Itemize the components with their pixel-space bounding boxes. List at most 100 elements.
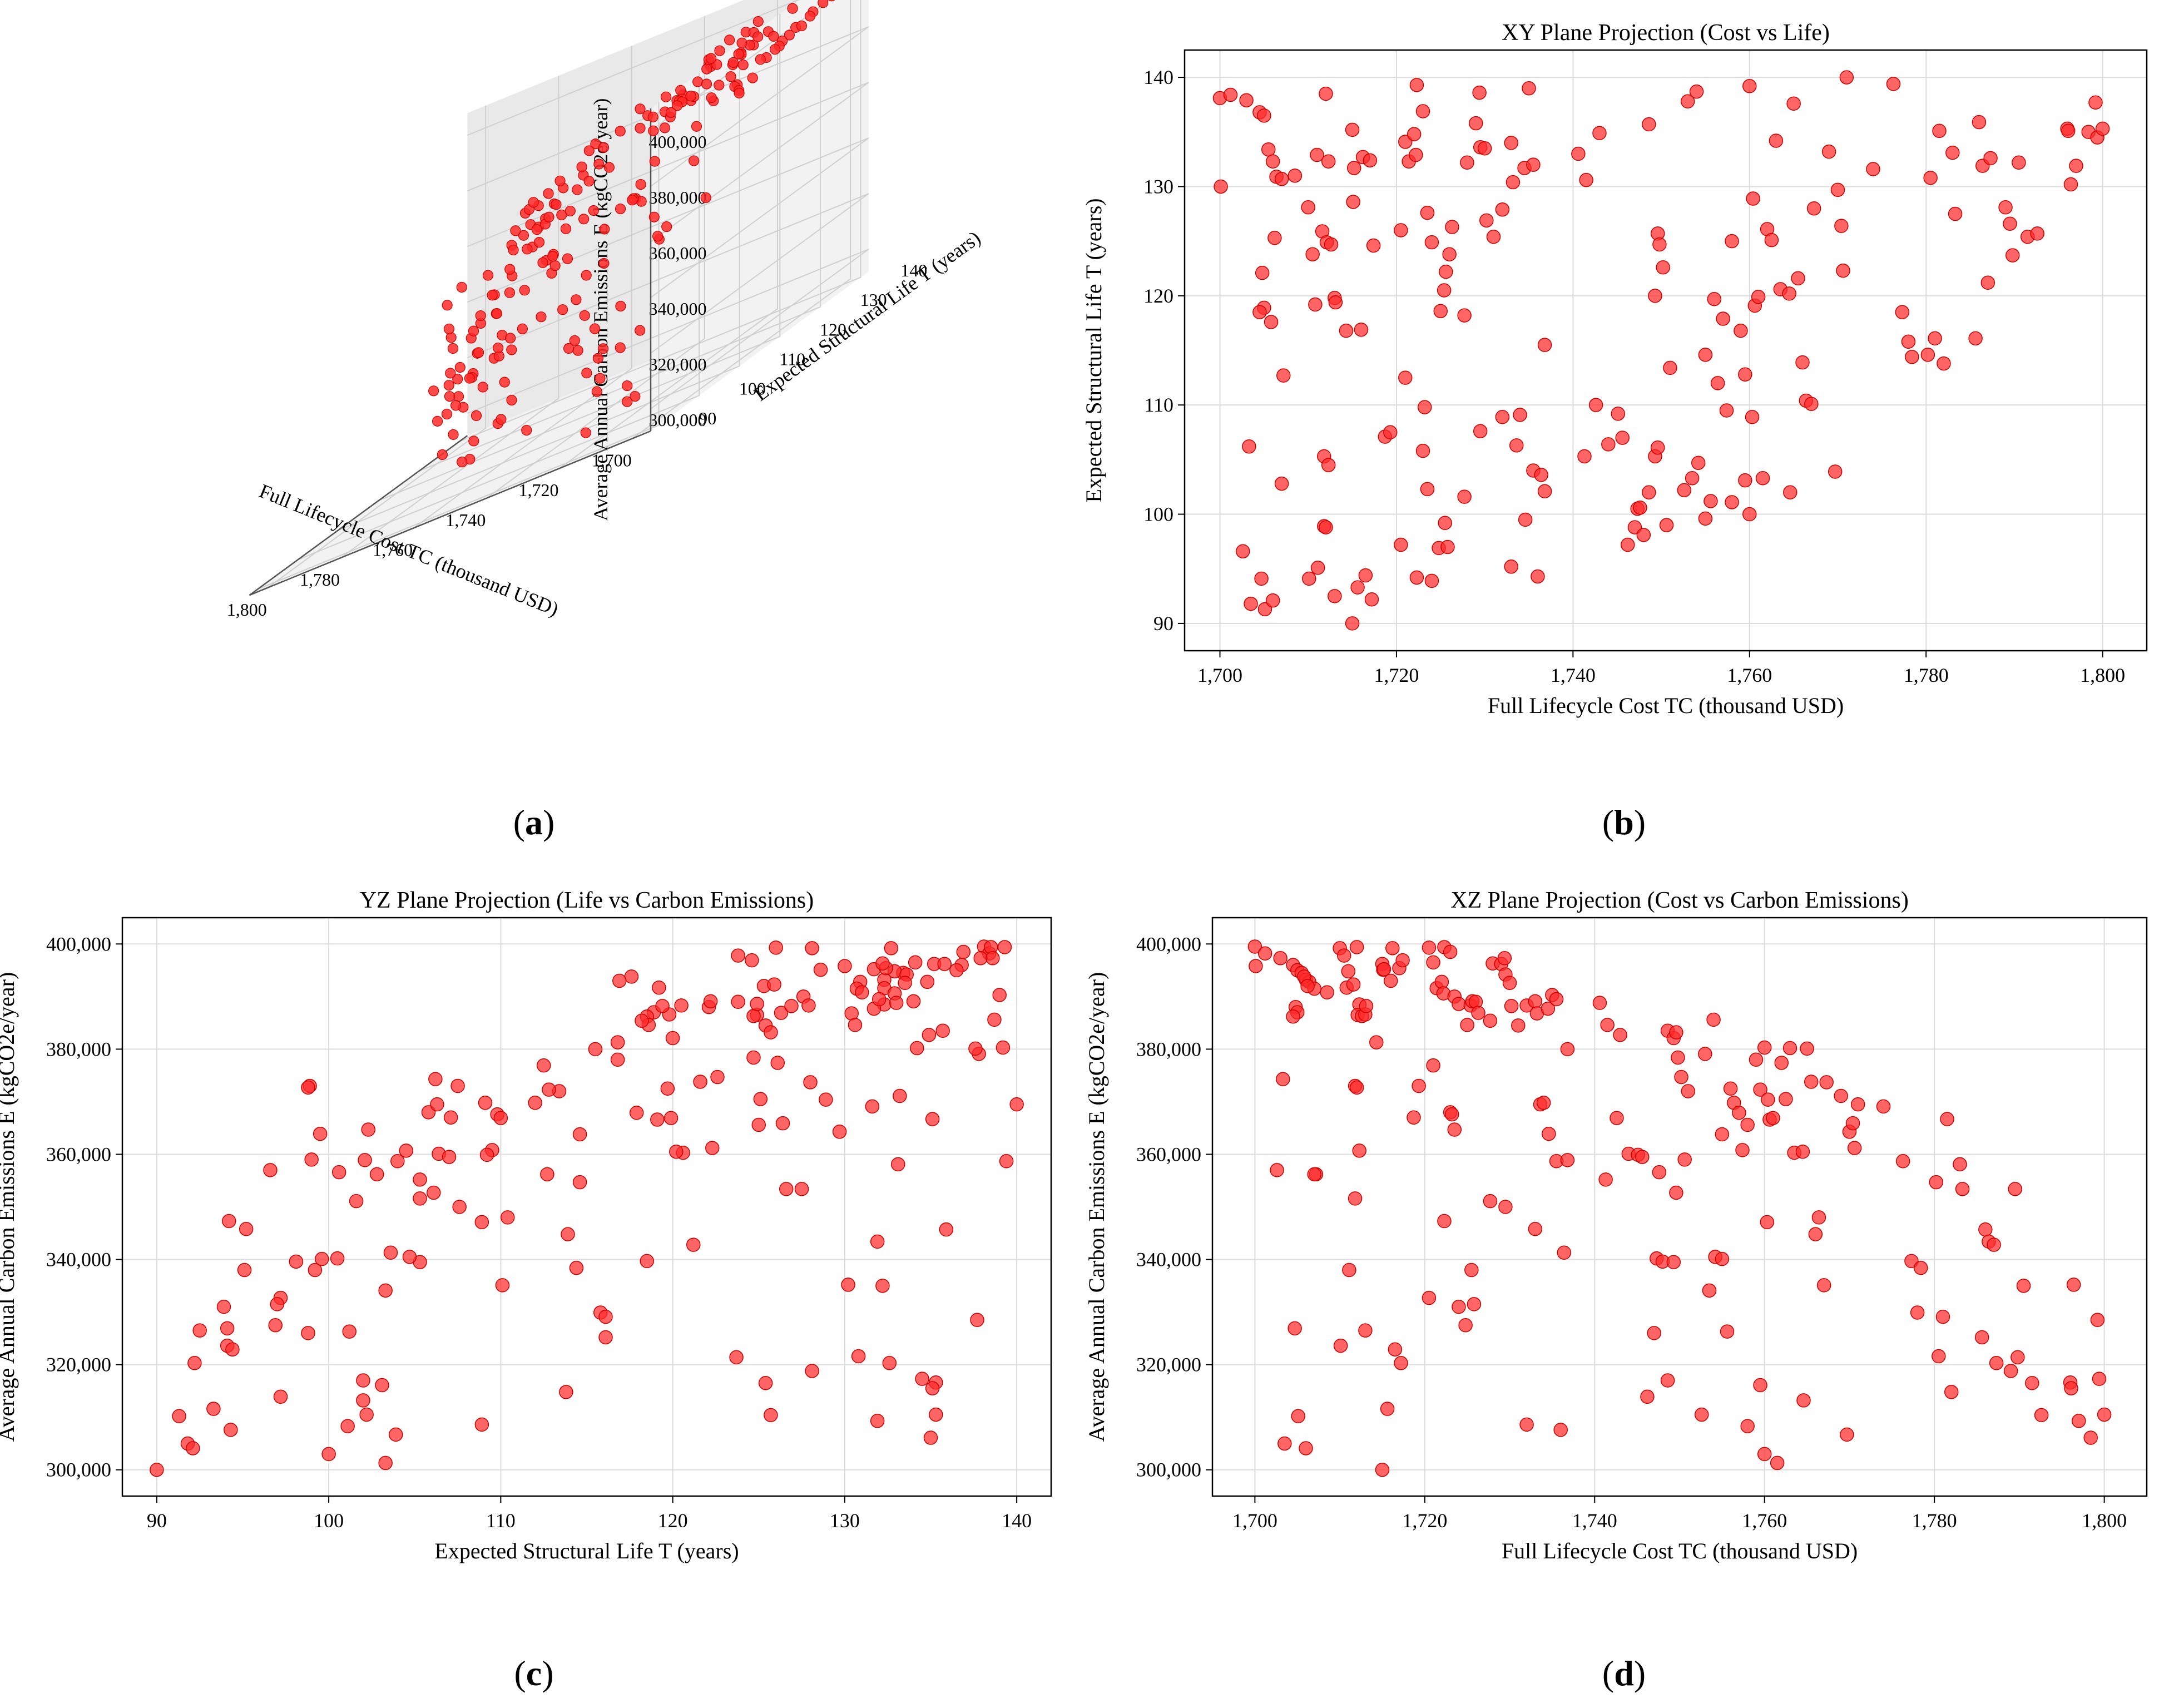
data-point-a	[428, 385, 439, 397]
data-point-b	[1642, 485, 1656, 500]
data-point-b	[1509, 438, 1524, 453]
data-point-c	[794, 1182, 809, 1196]
data-point-a	[727, 57, 739, 68]
data-point-d	[1652, 1165, 1667, 1180]
data-point-d	[2083, 1430, 2098, 1445]
data-point-a	[592, 353, 604, 364]
data-point-a	[598, 258, 610, 269]
data-point-b	[1738, 367, 1752, 382]
y-tick-label-c: 300,000	[46, 1459, 111, 1481]
data-point-d	[1669, 1185, 1683, 1200]
data-point-c	[949, 963, 964, 978]
data-point-c	[663, 1111, 679, 1125]
data-point-c	[801, 998, 816, 1013]
data-point-b	[1319, 520, 1333, 534]
data-point-b	[1254, 571, 1269, 586]
data-point-b	[1751, 290, 1766, 304]
data-point-d	[2066, 1278, 2081, 1292]
data-point-a	[506, 344, 517, 355]
data-point-a	[796, 20, 808, 32]
data-point-b	[1650, 440, 1665, 455]
data-point-d	[1720, 1324, 1735, 1339]
data-point-c	[221, 1214, 236, 1229]
data-point-d	[1541, 1001, 1556, 1016]
data-point-d	[1358, 1323, 1373, 1338]
data-point-b	[1680, 94, 1695, 109]
data-point-a	[589, 323, 601, 334]
y-axis-label-c: Average Annual Carbon Emissions E (kgCO2…	[0, 972, 19, 1442]
data-point-b	[1745, 410, 1760, 424]
data-point-d	[1660, 1373, 1675, 1388]
data-point-b	[2012, 155, 2026, 170]
data-point-c	[996, 1040, 1011, 1055]
y-tick-label-b: 90	[1153, 612, 1173, 635]
data-point-c	[172, 1409, 186, 1424]
data-point-a	[537, 257, 548, 268]
data-point-d	[1359, 999, 1374, 1013]
y-tick-label-c: 380,000	[46, 1038, 111, 1060]
data-point-d	[1383, 973, 1398, 988]
data-point-d	[1816, 1278, 1831, 1293]
data-point-a	[579, 310, 590, 321]
data-point-c	[413, 1172, 427, 1187]
data-point-b	[1920, 348, 1935, 362]
caption-a: (a)	[513, 803, 555, 842]
data-point-b	[1998, 200, 2013, 215]
data-point-d	[1592, 996, 1607, 1010]
data-point-a	[543, 211, 554, 222]
data-point-b	[1239, 93, 1254, 108]
x-axis-label-d: Full Lifecycle Cost TC (thousand USD)	[1502, 1538, 1858, 1563]
data-point-d	[1349, 1080, 1364, 1095]
data-point-b	[2063, 177, 2078, 192]
data-point-c	[767, 977, 781, 992]
data-point-d	[1291, 1409, 1306, 1424]
data-point-a	[531, 224, 543, 235]
data-point-c	[478, 1096, 493, 1110]
data-point-c	[588, 1042, 603, 1057]
data-point-a	[572, 184, 583, 195]
data-point-a	[635, 122, 646, 134]
data-point-c	[624, 969, 639, 984]
y-tick-label-a: 100	[739, 379, 766, 399]
plot-frame-b	[1183, 49, 2148, 652]
data-point-c	[871, 992, 887, 1007]
data-point-a	[737, 60, 749, 71]
data-point-b	[1698, 511, 1713, 526]
data-point-c	[528, 1096, 542, 1110]
data-point-d	[2003, 1364, 2018, 1378]
data-point-d	[1557, 1245, 1572, 1260]
data-point-d	[1549, 992, 1564, 1007]
data-point-a	[671, 100, 683, 111]
data-point-b	[1636, 528, 1651, 542]
data-point-b	[1945, 145, 1960, 160]
data-point-a	[510, 225, 521, 236]
data-point-d	[1635, 1150, 1650, 1164]
data-point-d	[1247, 939, 1262, 954]
data-point-c	[598, 1309, 613, 1324]
data-point-c	[705, 1141, 720, 1155]
data-point-d	[1443, 944, 1458, 959]
data-point-a	[521, 424, 532, 436]
data-point-b	[1648, 289, 1662, 303]
data-point-c	[388, 1427, 403, 1442]
data-point-b	[1479, 213, 1494, 228]
data-point-a	[714, 80, 725, 91]
y-tick-label-b: 100	[1143, 503, 1173, 526]
data-point-d	[1847, 1141, 1862, 1155]
data-point-d	[1677, 1152, 1692, 1167]
data-point-c	[669, 1144, 684, 1159]
data-point-b	[1928, 331, 1942, 346]
grid-3d-z	[467, 82, 869, 247]
data-point-d	[1694, 1407, 1709, 1422]
data-point-c	[729, 1350, 744, 1365]
data-point-d	[2092, 1372, 2107, 1386]
data-point-c	[301, 1080, 315, 1095]
data-point-b	[1473, 424, 1488, 439]
data-point-c	[779, 1182, 794, 1196]
x-tick-label-b: 1,800	[2080, 664, 2125, 686]
data-point-b	[1972, 115, 1987, 130]
panel-c-yz-projection: YZ Plane Projection (Life vs Carbon Emis…	[0, 888, 1052, 1563]
data-point-b	[1830, 182, 1845, 197]
grid-3d-y	[418, 0, 821, 472]
